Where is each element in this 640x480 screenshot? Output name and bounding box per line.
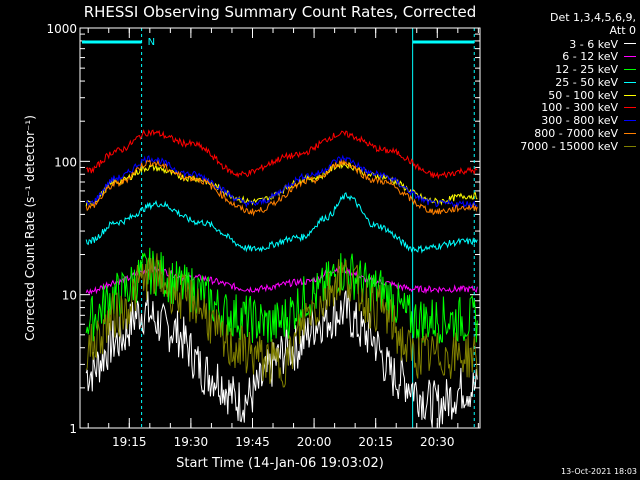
plot-frame: [79, 27, 481, 429]
legend-entry-label: 25 - 50 keV: [555, 75, 618, 89]
series-line-8: [85, 253, 478, 388]
legend-entry-label: 3 - 6 keV: [569, 37, 618, 51]
series-line-2: [85, 247, 478, 344]
legend-entry-label: 50 - 100 keV: [548, 88, 618, 102]
legend-entry-label: 12 - 25 keV: [555, 63, 618, 77]
chart-title: RHESSI Observing Summary Count Rates, Co…: [84, 3, 477, 21]
legend-entry-label: 800 - 7000 keV: [534, 127, 618, 141]
legend-header-line-2: Att 0: [609, 23, 636, 37]
x-tick-label: 20:30: [420, 435, 455, 449]
y-tick-label: 100: [54, 155, 77, 169]
legend-entry: 3 - 6 keV: [484, 38, 636, 51]
plot-border: [79, 27, 481, 429]
series-line-3: [85, 192, 478, 254]
legend-entry-swatch: [624, 145, 636, 147]
saa-flag-label: N: [148, 37, 155, 48]
legend-entry: 100 - 300 keV: [484, 101, 636, 115]
legend-entry-swatch: [624, 69, 636, 71]
x-tick-label: 20:00: [297, 435, 332, 449]
x-axis-label: Start Time (14-Jan-06 19:03:02): [176, 456, 384, 471]
legend-entry-label: 300 - 800 keV: [541, 114, 618, 128]
legend-entry-label: 100 - 300 keV: [541, 101, 618, 115]
series-line-6: [85, 154, 478, 209]
x-tick-label: 20:15: [358, 435, 393, 449]
legend-entry-label: 6 - 12 keV: [562, 50, 618, 64]
x-tick-label: 19:15: [112, 435, 147, 449]
legend-entry-swatch: [624, 56, 636, 58]
series-layer: [85, 129, 478, 428]
legend-entry-swatch: [624, 94, 636, 96]
legend-entry-swatch: [624, 120, 636, 122]
night-markers: N: [79, 28, 475, 428]
y-tick-label: 10: [62, 289, 77, 303]
x-tick-label: 19:30: [174, 435, 209, 449]
legend: Det 1,3,4,5,6,9, Att 0 3 - 6 keV 6 - 12 k…: [484, 11, 636, 153]
legend-entry: 25 - 50 keV: [484, 76, 636, 89]
legend-entry: 300 - 800 keV: [484, 114, 636, 127]
legend-entry-swatch: [624, 107, 636, 109]
legend-entry-swatch: [624, 133, 636, 135]
y-tick-label: 1000: [46, 22, 77, 36]
legend-entry: 800 - 7000 keV: [484, 127, 636, 140]
y-axis-label: Corrected Count Rate (s⁻¹ detector⁻¹): [23, 115, 37, 341]
legend-entry: 12 - 25 keV: [484, 63, 636, 76]
series-line-5: [85, 129, 478, 180]
legend-header-line-1: Det 1,3,4,5,6,9,: [549, 11, 636, 24]
legend-entry-swatch: [624, 43, 636, 45]
y-tick-label: 1: [69, 422, 77, 436]
series-line-0: [85, 290, 478, 428]
legend-entry: 6 - 12 keV: [484, 50, 636, 63]
legend-entry: 7000 - 15000 keV: [484, 140, 636, 153]
x-tick-label: 19:45: [235, 435, 270, 449]
generation-timestamp: 13-Oct-2021 18:03: [561, 467, 637, 476]
legend-entry-swatch: [624, 81, 636, 83]
series-line-7: [85, 159, 478, 217]
legend-entry-label: 7000 - 15000 keV: [520, 139, 618, 153]
legend-entry: 50 - 100 keV: [484, 89, 636, 102]
